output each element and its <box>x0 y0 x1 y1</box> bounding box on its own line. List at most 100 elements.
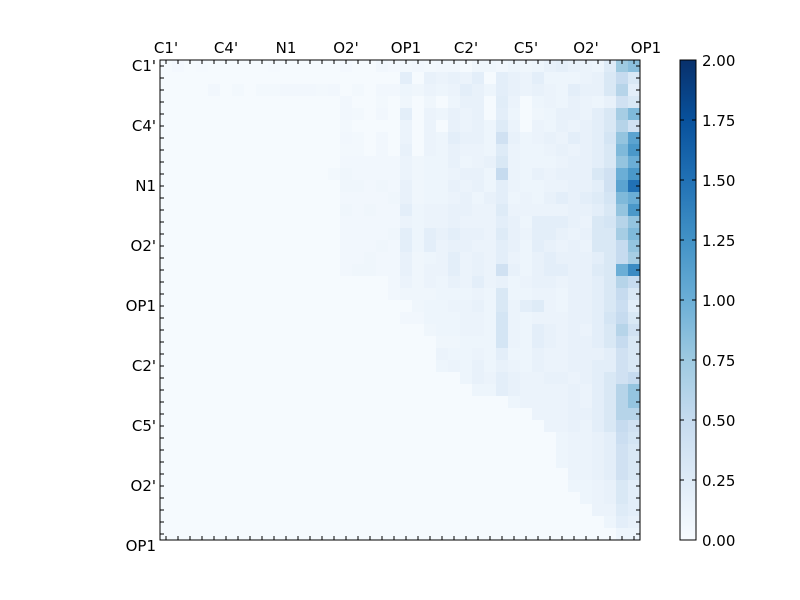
heatmap-cell <box>508 444 521 457</box>
heatmap-cell <box>244 264 257 277</box>
heatmap-cell <box>532 528 545 541</box>
heatmap-cell <box>472 216 485 229</box>
heatmap-cell <box>340 372 353 385</box>
heatmap-cell <box>292 444 305 457</box>
heatmap-cell <box>604 192 617 205</box>
heatmap-cell <box>388 456 401 469</box>
heatmap-cell <box>592 84 605 97</box>
heatmap-cell <box>400 468 413 481</box>
heatmap-cell <box>340 516 353 529</box>
heatmap-cell <box>160 72 173 85</box>
heatmap-cells <box>160 60 641 541</box>
heatmap-cell <box>424 504 437 517</box>
heatmap-cell <box>256 120 269 133</box>
heatmap-cell <box>160 156 173 169</box>
heatmap-cell <box>544 528 557 541</box>
heatmap-cell <box>412 456 425 469</box>
heatmap-cell <box>400 156 413 169</box>
heatmap-cell <box>244 168 257 181</box>
heatmap-cell <box>412 300 425 313</box>
heatmap-cell <box>160 276 173 289</box>
heatmap-cell <box>364 504 377 517</box>
heatmap-cell <box>256 360 269 373</box>
heatmap-cell <box>556 96 569 109</box>
heatmap-cell <box>184 72 197 85</box>
heatmap-cell <box>580 96 593 109</box>
heatmap-cell <box>616 504 629 517</box>
heatmap-cell <box>496 84 509 97</box>
heatmap-cell <box>328 264 341 277</box>
heatmap-cell <box>388 96 401 109</box>
heatmap-cell <box>376 204 389 217</box>
heatmap-cell <box>592 72 605 85</box>
heatmap-cell <box>352 360 365 373</box>
heatmap-cell <box>160 252 173 265</box>
heatmap-cell <box>448 336 461 349</box>
heatmap-cell <box>376 480 389 493</box>
heatmap-cell <box>352 384 365 397</box>
heatmap-cell <box>484 276 497 289</box>
heatmap-cell <box>580 492 593 505</box>
heatmap-cell <box>412 168 425 181</box>
heatmap-cell <box>352 336 365 349</box>
heatmap-cell <box>400 528 413 541</box>
heatmap-cell <box>184 108 197 121</box>
heatmap-cell <box>568 444 581 457</box>
heatmap-cell <box>472 384 485 397</box>
heatmap-cell <box>556 360 569 373</box>
heatmap-cell <box>280 456 293 469</box>
heatmap-cell <box>616 324 629 337</box>
heatmap-cell <box>400 288 413 301</box>
heatmap-cell <box>580 420 593 433</box>
heatmap-cell <box>268 516 281 529</box>
heatmap-cell <box>436 108 449 121</box>
heatmap-cell <box>412 120 425 133</box>
heatmap-cell <box>616 408 629 421</box>
heatmap-cell <box>304 204 317 217</box>
heatmap-cell <box>448 264 461 277</box>
heatmap-cell <box>328 252 341 265</box>
heatmap-cell <box>568 204 581 217</box>
heatmap-cell <box>328 96 341 109</box>
heatmap-cell <box>424 156 437 169</box>
heatmap-cell <box>268 168 281 181</box>
heatmap-cell <box>160 228 173 241</box>
heatmap-cell <box>364 384 377 397</box>
heatmap-cell <box>256 348 269 361</box>
heatmap-cell <box>508 528 521 541</box>
heatmap-cell <box>364 84 377 97</box>
heatmap-cell <box>184 492 197 505</box>
heatmap-cell <box>208 348 221 361</box>
heatmap-cell <box>484 204 497 217</box>
heatmap-cell <box>328 276 341 289</box>
heatmap-cell <box>268 276 281 289</box>
heatmap-cell <box>448 240 461 253</box>
heatmap-cell <box>460 120 473 133</box>
heatmap-cell <box>292 408 305 421</box>
heatmap-cell <box>172 420 185 433</box>
heatmap-cell <box>268 300 281 313</box>
heatmap-cell <box>388 228 401 241</box>
heatmap-cell <box>268 252 281 265</box>
heatmap-cell <box>376 360 389 373</box>
heatmap-cell <box>580 468 593 481</box>
heatmap-cell <box>328 444 341 457</box>
heatmap-cell <box>388 216 401 229</box>
heatmap-cell <box>184 468 197 481</box>
heatmap-cell <box>160 312 173 325</box>
heatmap-cell <box>232 396 245 409</box>
heatmap-cell <box>520 144 533 157</box>
heatmap-cell <box>304 336 317 349</box>
heatmap-cell <box>520 372 533 385</box>
heatmap-cell <box>472 444 485 457</box>
heatmap-cell <box>580 228 593 241</box>
heatmap-cell <box>160 96 173 109</box>
heatmap-cell <box>484 108 497 121</box>
heatmap-cell <box>172 108 185 121</box>
heatmap-cell <box>256 336 269 349</box>
heatmap-cell <box>304 348 317 361</box>
heatmap-cell <box>256 240 269 253</box>
heatmap-cell <box>172 492 185 505</box>
heatmap-cell <box>256 96 269 109</box>
heatmap-cell <box>412 492 425 505</box>
